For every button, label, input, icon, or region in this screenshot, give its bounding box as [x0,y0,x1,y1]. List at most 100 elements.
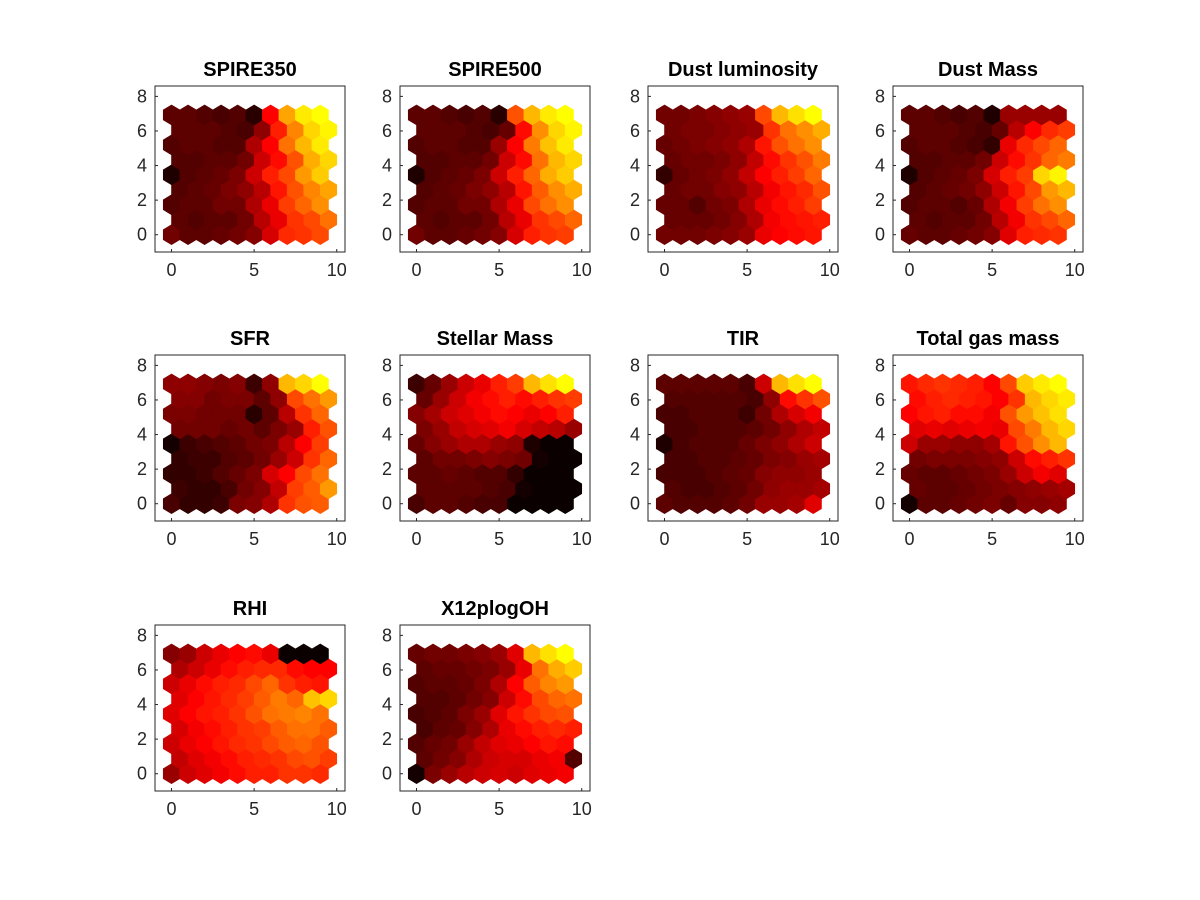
x-tick-label: 0 [660,529,670,549]
y-tick-label: 0 [382,225,392,245]
y-tick-label: 6 [382,390,392,410]
y-tick-label: 4 [875,156,885,176]
panel-10: 0 5 10 0 2 4 6 8 X12plogOH [382,598,592,819]
y-tick-label: 6 [137,390,147,410]
x-tick-label: 0 [412,260,422,280]
x-tick-label: 5 [249,529,259,549]
y-tick-label: 4 [630,156,640,176]
x-tick-label: 0 [412,799,422,819]
x-tick-label: 5 [494,799,504,819]
y-tick-label: 8 [382,355,392,375]
panel-3: 0 5 10 0 2 4 6 8 Dust luminosity [630,59,840,280]
y-tick-label: 8 [875,86,885,106]
y-tick-label: 2 [137,729,147,749]
y-tick-label: 0 [630,494,640,514]
x-tick-label: 5 [742,529,752,549]
hex-cells [407,104,583,246]
panel-title: SFR [230,328,271,350]
hex-cells [900,104,1076,246]
y-tick-label: 0 [630,225,640,245]
x-tick-label: 5 [494,529,504,549]
y-tick-label: 4 [382,425,392,445]
y-tick-label: 8 [382,625,392,645]
x-tick-label: 0 [660,260,670,280]
panel-title: SPIRE350 [203,59,296,81]
hex-cell [804,373,822,395]
y-tick-label: 4 [137,156,147,176]
x-tick-label: 10 [820,260,840,280]
hex-cell [804,104,822,126]
x-tick-label: 0 [167,529,177,549]
panel-2: 0 5 10 0 2 4 6 8 SPIRE500 [382,59,592,280]
panel-title: Dust Mass [938,59,1038,81]
y-tick-label: 6 [630,121,640,141]
y-tick-label: 4 [382,695,392,715]
panel-4: 0 5 10 0 2 4 6 8 Dust Mass [875,59,1085,280]
y-tick-label: 0 [875,494,885,514]
hex-cells [655,104,831,246]
y-tick-label: 8 [875,355,885,375]
y-tick-label: 0 [382,764,392,784]
x-tick-label: 10 [820,529,840,549]
y-tick-label: 2 [875,459,885,479]
panel-title: TIR [727,328,760,350]
panel-title: RHI [233,598,267,620]
x-tick-label: 5 [249,799,259,819]
panel-title: Stellar Mass [437,328,554,350]
panel-8: 0 5 10 0 2 4 6 8 Total gas mass [875,328,1085,549]
hex-cells [407,643,583,785]
hex-cells [407,373,583,515]
x-tick-label: 0 [167,260,177,280]
panel-title: SPIRE500 [448,59,541,81]
hex-cell [311,643,329,665]
x-tick-label: 10 [1065,529,1085,549]
y-tick-label: 6 [875,121,885,141]
y-tick-label: 2 [630,190,640,210]
y-tick-label: 0 [382,494,392,514]
y-tick-label: 8 [137,86,147,106]
y-tick-label: 6 [382,121,392,141]
hex-cells [162,643,338,785]
y-tick-label: 6 [382,660,392,680]
hex-cell [1049,373,1067,395]
y-tick-label: 2 [137,459,147,479]
panel-9: 0 5 10 0 2 4 6 8 RHI [137,598,347,819]
y-tick-label: 4 [630,425,640,445]
x-tick-label: 5 [494,260,504,280]
hex-cell [1049,104,1067,126]
y-tick-label: 6 [875,390,885,410]
x-tick-label: 5 [249,260,259,280]
y-tick-label: 6 [137,660,147,680]
panel-1: 0 5 10 0 2 4 6 8 SPIRE350 [137,59,347,280]
y-tick-label: 6 [137,121,147,141]
x-tick-label: 10 [327,260,347,280]
y-tick-label: 6 [630,390,640,410]
x-tick-label: 5 [987,260,997,280]
y-tick-label: 4 [137,425,147,445]
panel-title: Dust luminosity [668,59,819,81]
y-tick-label: 8 [137,625,147,645]
panel-6: 0 5 10 0 2 4 6 8 Stellar Mass [382,328,592,549]
x-tick-label: 0 [167,799,177,819]
panel-5: 0 5 10 0 2 4 6 8 SFR [137,328,347,549]
x-tick-label: 10 [1065,260,1085,280]
panel-title: X12plogOH [441,598,549,620]
y-tick-label: 8 [382,86,392,106]
y-tick-label: 0 [137,764,147,784]
hex-cell [556,643,574,665]
y-tick-label: 8 [137,355,147,375]
y-tick-label: 2 [137,190,147,210]
x-tick-label: 10 [572,260,592,280]
y-tick-label: 4 [382,156,392,176]
panel-7: 0 5 10 0 2 4 6 8 TIR [630,328,840,549]
y-tick-label: 2 [382,729,392,749]
panel-title: Total gas mass [916,328,1059,350]
x-tick-label: 0 [905,260,915,280]
x-tick-label: 0 [412,529,422,549]
y-tick-label: 0 [137,494,147,514]
hex-cells [162,373,338,515]
x-tick-label: 5 [987,529,997,549]
y-tick-label: 8 [630,86,640,106]
hex-cell [311,104,329,126]
